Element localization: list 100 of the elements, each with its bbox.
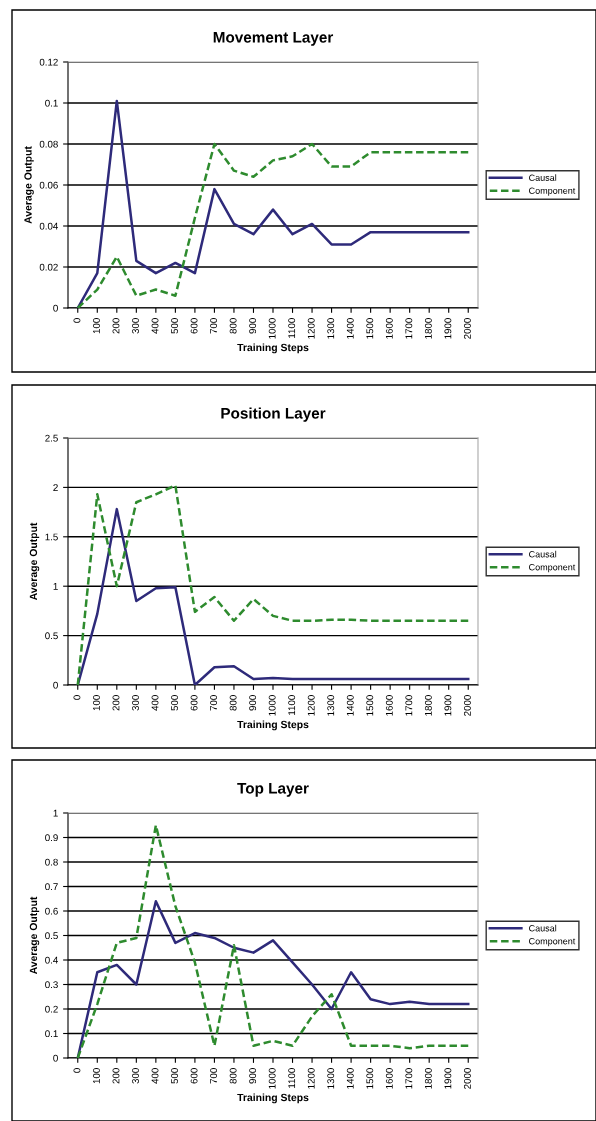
y-axis-title: Average Output [24,146,34,224]
x-axis-title: Training Steps [237,720,309,731]
x-tick-label: 1300 [327,1068,335,1089]
x-tick-label: 0 [73,1068,81,1073]
chart-title: Movement Layer [213,32,334,46]
y-tick-label: 0.9 [45,834,58,842]
x-tick-label: 1400 [346,1068,354,1089]
x-tick-label: 500 [171,695,178,711]
y-tick-label: 0.4 [45,956,58,964]
y-tick-label: 0.02 [39,263,58,271]
x-tick-label: 1800 [424,1068,432,1089]
x-tick-label: 600 [190,318,198,334]
line-series [76,824,470,1058]
y-tick-label: 2 [53,484,58,491]
y-tick-label: 0.1 [45,1030,58,1038]
y-axis-title: Average Output [29,522,40,601]
legend-label: Component [529,187,576,196]
x-tick-label: 300 [132,1068,139,1084]
x-tick-label: 400 [151,1068,159,1084]
x-tick-label: 1200 [307,318,315,339]
x-tick-label: 100 [93,1068,100,1084]
legend-label: Causal [529,924,557,932]
x-tick-label: 1100 [288,318,296,338]
y-tick-label: 0 [53,681,58,689]
x-tick-label: 2000 [463,318,471,339]
x-tick-label: 1600 [385,1068,393,1089]
x-tick-label: 500 [171,1068,178,1084]
x-tick-label: 1300 [327,318,335,339]
y-tick-label: 0.6 [45,907,58,915]
x-tick-label: 800 [229,695,237,711]
x-tick-label: 1700 [405,1068,413,1089]
legend-label: Causal [529,174,557,181]
x-tick-label: 300 [132,318,139,334]
x-axis-title: Training Steps [237,1093,309,1104]
x-tick-label: 1100 [288,1068,296,1088]
chart-title: Top Layer [237,783,309,797]
x-tick-label: 1300 [327,695,335,716]
x-tick-label: 1100 [288,695,296,715]
x-tick-label: 1800 [424,318,432,339]
x-tick-label: 400 [151,318,159,334]
x-tick-label: 0 [73,695,81,700]
x-tick-label: 1400 [346,318,354,339]
x-tick-label: 100 [93,695,100,711]
x-tick-label: 800 [229,318,237,334]
x-tick-label: 900 [249,695,257,711]
x-tick-label: 1700 [405,695,413,716]
y-tick-label: 1.5 [45,533,58,541]
x-tick-label: 2000 [463,1068,471,1089]
x-tick-label: 1500 [366,318,374,339]
y-tick-label: 0.5 [45,632,58,640]
y-tick-label: 0.12 [39,58,58,66]
x-tick-label: 2000 [463,695,471,716]
x-axis-title: Training Steps [237,343,309,354]
y-tick-label: 0.3 [45,981,58,989]
y-tick-label: 0.7 [45,883,58,891]
legend-label: Component [529,938,576,947]
x-tick-label: 1000 [268,318,276,339]
x-tick-label: 100 [93,318,100,334]
x-tick-label: 800 [229,1068,237,1084]
x-tick-label: 1700 [405,318,413,339]
x-tick-label: 700 [210,1068,218,1084]
line-series [76,899,470,1058]
x-tick-label: 1600 [385,318,393,339]
x-tick-label: 200 [112,1068,120,1084]
x-tick-label: 1900 [444,695,452,716]
x-tick-label: 1500 [366,695,374,716]
x-tick-label: 200 [112,695,120,711]
x-tick-label: 900 [249,1068,257,1084]
y-tick-label: 0 [53,304,58,312]
x-tick-label: 300 [132,695,139,711]
x-tick-label: 900 [249,318,257,334]
line-series [76,99,470,308]
y-tick-label: 2.5 [45,434,58,442]
y-tick-label: 0.04 [39,222,58,230]
y-tick-label: 0.06 [39,181,58,189]
x-tick-label: 1400 [346,695,354,716]
chart-title: Position Layer [221,407,326,422]
x-tick-label: 1000 [268,1068,276,1089]
y-tick-label: 0.8 [45,858,58,866]
y-tick-label: 1 [53,583,58,590]
x-tick-label: 1600 [385,695,393,716]
y-tick-label: 0.1 [45,99,58,107]
x-tick-label: 500 [171,318,178,334]
x-tick-label: 200 [112,318,120,334]
x-tick-label: 1200 [307,1068,315,1089]
x-tick-label: 1900 [444,318,452,339]
x-tick-label: 700 [210,695,218,711]
y-axis-title: Average Output [29,896,40,975]
x-tick-label: 700 [210,318,218,334]
x-tick-label: 1200 [307,695,315,716]
y-tick-label: 0.5 [45,932,58,940]
legend-label: Causal [529,550,557,558]
y-tick-label: 0 [53,1054,58,1062]
y-tick-label: 0.08 [39,140,58,148]
x-tick-label: 0 [73,318,81,323]
x-tick-label: 600 [190,1068,198,1084]
x-tick-label: 600 [190,695,198,711]
y-tick-label: 0.2 [45,1005,58,1013]
x-tick-label: 1800 [424,695,432,716]
x-tick-label: 400 [151,695,159,711]
